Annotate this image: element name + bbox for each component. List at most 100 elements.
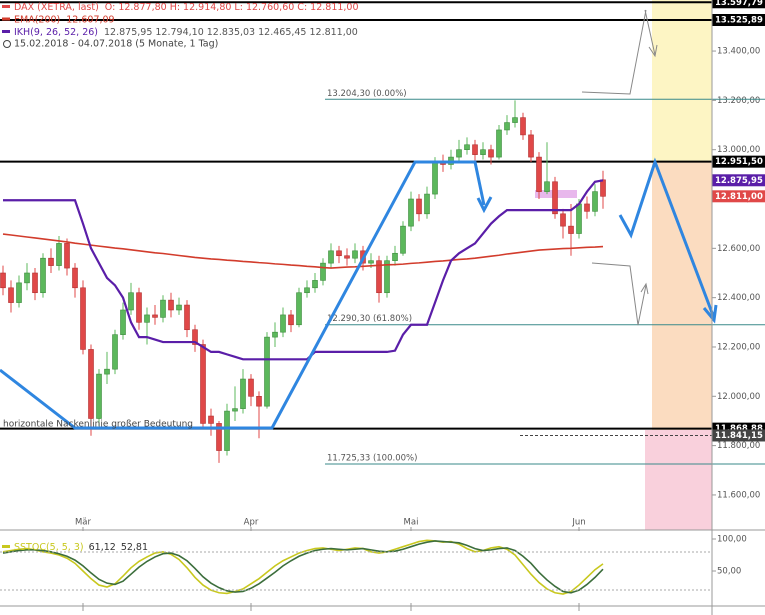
arrow-head [640,282,649,295]
candle-body [64,243,70,269]
level-box [712,155,765,168]
candle-body [56,243,62,266]
candle-body [128,292,134,311]
legend-entry: DAX (XETRA, last) O: 12.877,80 H: 12.914,… [14,2,359,13]
legend-name: EMA(200) [14,14,60,25]
candle-body [480,149,486,155]
gray-arrow [581,9,647,95]
x-tick-label: Mär [75,518,92,528]
candle-body [528,134,534,158]
candle-body [424,193,430,215]
legend-entry: SSTOC(5, 5, 3) 61,12 52,81 [14,542,148,553]
candle-body [200,344,206,424]
candle-body [600,179,606,197]
candle-body [160,299,166,318]
candle-body [24,272,30,284]
candle-body [120,309,126,335]
legend-swatch [2,5,10,8]
legend-info: 12.875,95 12.794,10 12.835,03 12.465,45 … [104,27,358,38]
y-tick-label: 13.400,00 [717,47,760,57]
legend-info: 12.607,09 [66,14,114,25]
trend-line [618,157,716,319]
candle-body [504,122,510,131]
zone-pink [645,430,712,530]
legend-entry: EMA(200) 12.607,09 [14,14,115,25]
candle-body [216,423,222,451]
level-box [712,0,765,9]
last-value-box [712,190,765,203]
marks [0,100,606,595]
candle-body [384,260,390,294]
x-tick-label: Jun [571,518,585,528]
clock-icon [3,40,11,48]
candle-body [264,336,270,407]
y-tick-label: 11.600,00 [717,490,760,500]
level-label: 13.525,89 [715,16,763,26]
levels: 13.597,7913.525,8912.951,5011.868,8811.8… [0,0,765,465]
candle-body [40,257,46,294]
candle-body [8,287,14,303]
candle-body [0,272,6,289]
date-range: 15.02.2018 - 04.07.2018 (5 Monate, 1 Tag… [14,39,218,50]
arrow-head [702,304,718,324]
trend-lines [0,157,718,430]
candle-body [456,149,462,158]
legend-entry: IKH(9, 26, 52, 26) 12.875,95 12.794,10 12… [14,27,358,38]
legend-swatch [2,545,10,548]
legend-name: DAX (XETRA, last) [14,2,99,13]
candle-body [16,282,22,303]
candle-body [32,272,38,294]
last-value-box [712,174,765,187]
series-line [2,540,604,594]
y-tick-label: 100,00 [717,535,747,545]
y-tick-label: 12.000,00 [717,392,760,402]
candle-body [176,304,182,311]
candle-body [544,181,550,192]
y-tick-label: 13.000,00 [717,145,760,155]
level-label: 11.868,88 [715,424,763,434]
candle-body [136,292,142,323]
candle-body [208,415,214,424]
candle-body [416,198,422,215]
candle-body [352,250,358,259]
level-label: 13.597,79 [715,0,763,8]
candle-body [496,129,502,158]
candle-body [320,262,326,281]
last-value-label: 12.875,95 [715,176,763,186]
candle-body [344,255,350,259]
legend-name: IKH(9, 26, 52, 26) [14,27,98,38]
zone-yellow [652,0,712,162]
candle-body [184,304,190,331]
legend-swatch [2,17,10,21]
y-tick-label: 50,00 [717,567,741,577]
legend: DAX (XETRA, last) O: 12.877,80 H: 12.914,… [2,2,359,553]
candle-body [304,287,310,294]
arrow-head [476,196,493,214]
candle-body [232,408,238,412]
candle-body [552,181,558,215]
y-tick-label: 12.200,00 [717,342,760,352]
gray-arrow [591,262,647,326]
level-label: 12.951,50 [715,157,763,167]
candle-body [168,299,174,311]
legend-info: 61,12 [89,542,116,553]
candle-body [520,117,526,136]
candle-body [280,314,286,333]
trend-line [0,160,486,430]
candle-body [240,378,246,409]
candle-body [560,213,566,227]
arrow-head [648,44,658,58]
zone-orange [652,162,712,430]
candle-body [576,203,582,234]
candle-body [392,252,398,261]
level-box [712,429,765,442]
candle-body [256,395,262,407]
candle-body [512,117,518,123]
candle-body [432,161,438,195]
legend-info: 52,81 [121,542,148,553]
candle-body [272,331,278,338]
level-box [712,14,765,27]
candle-body [288,314,294,326]
